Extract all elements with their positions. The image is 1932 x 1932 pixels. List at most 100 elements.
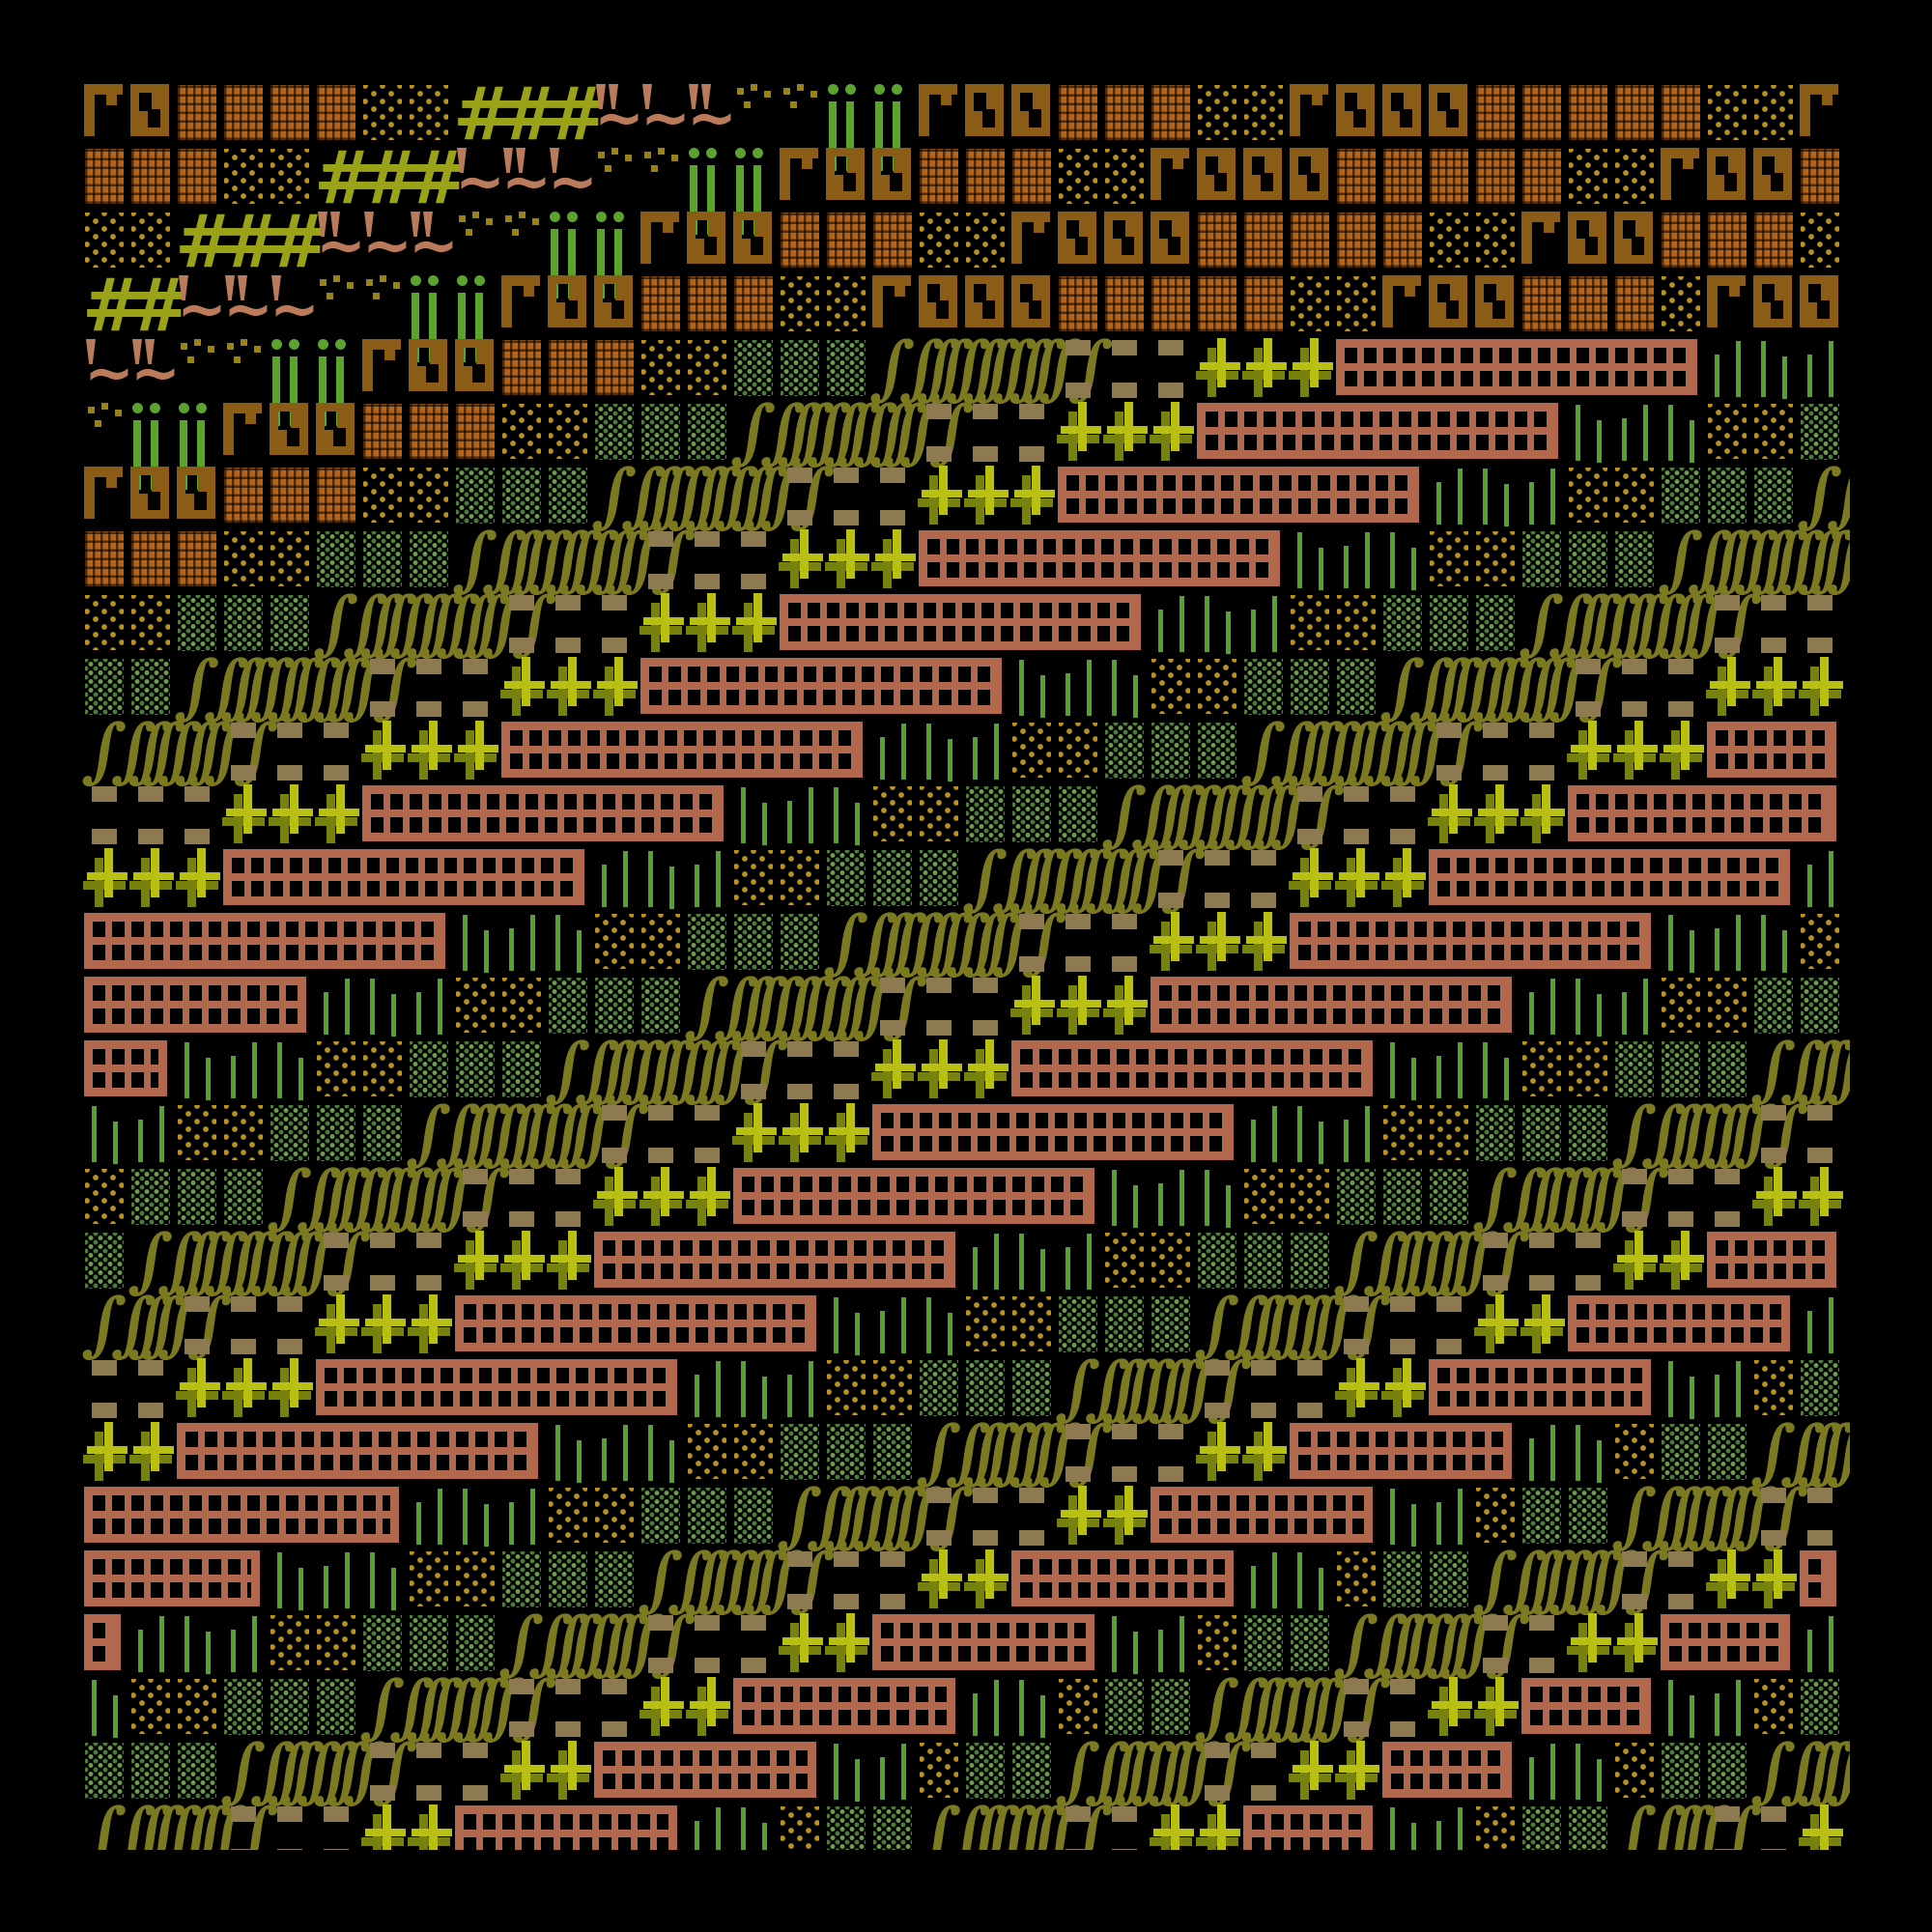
glyph-integral: ∫∫∫ [311,644,410,726]
glyph-tan-squares [1149,847,1195,911]
glyph-tan-squares [175,783,221,847]
tan-square [602,1148,627,1163]
glyph-cross [128,847,175,911]
thin-green-bar [1158,1183,1163,1226]
glyph-grid-block [1568,1295,1790,1351]
tan-square [509,638,534,653]
thin-green-bar [695,1821,699,1850]
glyph-green-dots [546,1548,592,1612]
green-bar [829,101,837,171]
glyph-green-dots [1798,401,1844,465]
glyph-green-dots [314,1102,360,1166]
glyph-gold-dots [731,847,778,911]
tan-square [741,1084,766,1099]
glyph-green-dots [175,592,221,656]
glyph-dot-pair [453,210,499,273]
double-cross-shape [315,1294,359,1353]
tan-square [1807,595,1833,611]
tan-square [1251,1785,1276,1801]
glyph-green-dots [1705,1038,1751,1102]
glyph-thin-bars [1102,1612,1149,1676]
glyph-gold-dots [1473,210,1520,273]
thin-green-bar [391,994,396,1037]
glyph-green-dots [82,656,128,720]
tan-square [1112,1424,1137,1439]
green-bar [551,229,558,298]
tan-square [741,1615,766,1631]
thin-green-bar [1597,420,1602,463]
glyph-oslash [1009,82,1056,146]
tan-square [648,531,673,547]
thin-green-bar [252,1042,257,1098]
glyph-tan-squares [1751,1804,1798,1850]
gold-dot [658,148,665,155]
gold-dot [115,410,122,416]
glyph-integral: ∫∫∫ [172,1792,270,1850]
glyph-gold-dots [1566,146,1612,210]
glyph-cross [268,783,314,847]
tan-square [602,638,627,653]
double-cross-shape [361,1294,406,1353]
glyph-tan-squares [1149,337,1195,401]
glyph-tan-squares [778,465,824,528]
double-cross-shape [269,1358,313,1417]
glyph-grid-block [1151,977,1512,1033]
glyph-green-dots [778,911,824,975]
gold-dot [519,212,526,218]
tan-square [1251,1360,1276,1376]
thin-green-bar [416,992,421,1035]
glyph-orange-block [268,82,314,146]
tan-square [1715,1169,1740,1184]
glyph-thin-bars [1056,656,1102,720]
tan-square [880,468,905,483]
green-bar [597,229,605,298]
glyph-tan-squares [499,1166,546,1230]
glyph-gold-dots [82,1166,128,1230]
thin-green-bar [741,1361,746,1417]
glyph-green-dots [1334,1166,1380,1230]
glyph-cross [778,528,824,592]
double-cross-shape [1474,1677,1519,1736]
glyph-cross [1102,1485,1149,1548]
tan-square [834,510,859,526]
tan-square [185,829,210,844]
glyph-tan-squares [1009,911,1056,975]
tan-square [1344,829,1369,844]
glyph-tan-squares [268,1293,314,1357]
glyph-thin-bars [1612,975,1659,1038]
tan-square [1622,701,1647,717]
thin-green-bar [1087,1234,1092,1290]
glyph-gold-dots [268,146,314,210]
tilde-mark: ~ [409,210,459,280]
thin-green-bar [138,1630,143,1672]
tan-square [973,446,998,462]
double-cross-shape [1567,1613,1611,1672]
gold-dot [393,282,400,289]
double-cross-shape [361,1804,406,1850]
glyph-tan-squares [685,528,731,592]
thin-green-bar [1529,1438,1534,1481]
slashed-o-shape [1011,275,1050,327]
glyph-hash: # [546,82,608,156]
glyph-oslash [1241,146,1288,210]
glyph-tan-squares [1102,1804,1149,1850]
glyph-cross [1334,1357,1380,1421]
glyph-tan-squares [870,1548,917,1612]
glyph-hash: # [360,134,422,220]
gold-dot [347,282,354,289]
glyph-oslash [870,146,917,210]
glyph-cross [175,847,221,911]
tan-square [555,638,581,653]
glyph-thin-bars [1056,1230,1102,1293]
glyph-gold-dots [1427,528,1473,592]
glyph-gold-dots [639,911,685,975]
tan-square [1112,340,1137,355]
glyph-integral: ∫∫∫ [1795,517,1850,599]
glyph-dot-pair [778,82,824,146]
glyph-gold-dots [268,528,314,592]
thin-green-bar [185,1616,189,1672]
glyph-integral: ∫∫∫ [589,1601,688,1683]
glyph-grid-block [780,594,1141,650]
glyph-green-dots [1566,528,1612,592]
tan-square [1529,723,1554,738]
